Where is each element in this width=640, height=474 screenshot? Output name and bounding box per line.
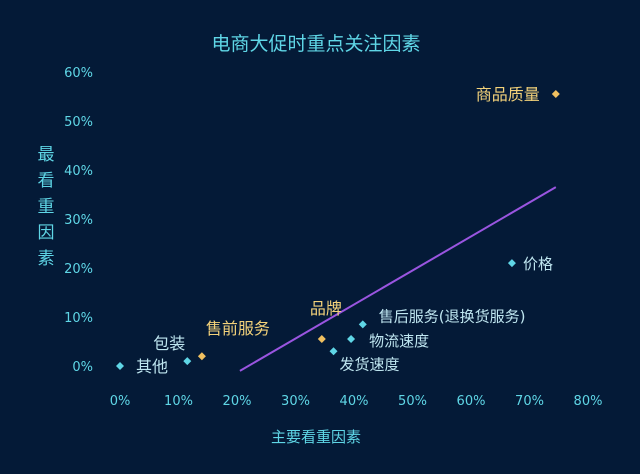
x-tick-label: 60%: [457, 394, 486, 409]
x-tick-label: 80%: [574, 394, 603, 409]
trend-line: [239, 186, 557, 372]
data-point-marker: [507, 259, 516, 268]
data-point-marker: [183, 357, 192, 366]
x-tick-label: 50%: [398, 394, 427, 409]
x-tick-label: 10%: [164, 394, 193, 409]
y-tick-label: 50%: [64, 115, 93, 130]
y-axis-title-char: 重: [38, 197, 55, 217]
x-tick-label: 20%: [223, 394, 252, 409]
data-point-marker: [551, 90, 560, 99]
x-tick-label: 70%: [515, 394, 544, 409]
data-point-label: 物流速度: [369, 332, 429, 350]
y-axis-title-char: 素: [38, 249, 55, 269]
x-axis-title: 主要看重因素: [271, 428, 361, 446]
y-tick-label: 0%: [72, 360, 93, 375]
y-tick-label: 40%: [64, 164, 93, 179]
data-point-label: 品牌: [310, 299, 342, 318]
data-point-label: 商品质量: [476, 85, 540, 104]
data-point-label: 发货速度: [340, 355, 400, 373]
y-tick-label: 10%: [64, 311, 93, 326]
chart-title: 电商大促时重点关注因素: [211, 33, 420, 55]
y-tick-label: 20%: [64, 262, 93, 277]
data-points: [116, 90, 560, 370]
data-point-label: 价格: [523, 255, 553, 273]
data-point-label: 包装: [153, 334, 185, 353]
y-tick-label: 60%: [64, 66, 93, 81]
x-tick-label: 0%: [110, 394, 131, 409]
x-tick-label: 30%: [281, 394, 310, 409]
x-tick-label: 40%: [340, 394, 369, 409]
data-point-label: 售后服务(退换货服务): [379, 307, 526, 325]
y-tick-labels: 0% 10% 20% 30% 40% 50% 60%: [64, 66, 93, 375]
y-tick-label: 30%: [64, 213, 93, 228]
y-axis-title-char: 最: [38, 145, 55, 165]
x-tick-labels: 0% 10% 20% 30% 40% 50% 60% 70% 80%: [110, 394, 603, 409]
data-point-marker: [197, 352, 206, 361]
data-point-marker: [329, 347, 338, 356]
data-point-label: 其他: [136, 357, 168, 376]
data-point-marker: [116, 362, 124, 370]
data-point-marker: [358, 320, 367, 329]
data-point-marker: [317, 335, 326, 344]
data-point-marker: [347, 335, 356, 344]
data-point-label: 售前服务: [206, 319, 270, 338]
y-axis-title-char: 因: [38, 223, 55, 243]
y-axis-title-char: 看: [38, 171, 55, 191]
